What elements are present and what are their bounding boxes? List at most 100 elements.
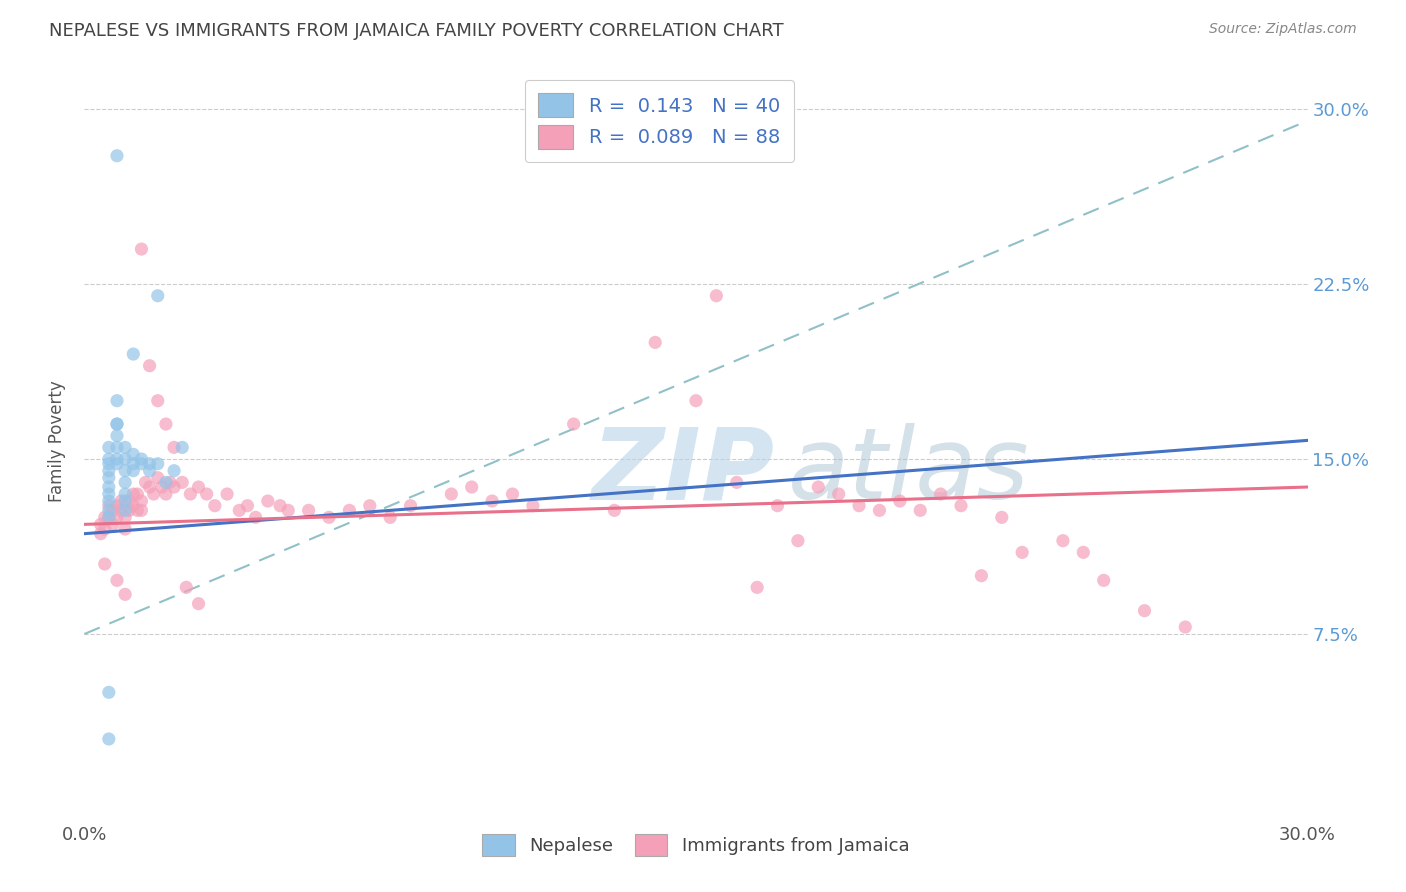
Point [1092,574,1115,588]
Point [217,487,239,501]
Point [807,480,830,494]
Point [172,441,194,455]
Point [122,347,145,361]
Point [522,499,544,513]
Point [277,503,299,517]
Legend: Nepalese, Immigrants from Jamaica: Nepalese, Immigrants from Jamaica [470,822,922,869]
Point [163,441,186,455]
Point [155,417,177,431]
Point [131,494,153,508]
Point [131,503,153,517]
Point [122,499,145,513]
Point [97,685,120,699]
Point [269,499,291,513]
Point [146,471,169,485]
Point [725,475,748,490]
Point [155,487,177,501]
Point [97,731,120,746]
Point [131,242,153,256]
Point [97,480,120,494]
Point [910,503,932,517]
Point [127,503,149,517]
Point [339,503,361,517]
Point [150,480,173,494]
Point [399,499,422,513]
Point [105,149,128,163]
Point [90,526,112,541]
Point [562,417,585,431]
Point [97,510,120,524]
Y-axis label: Family Poverty: Family Poverty [48,381,66,502]
Point [135,475,157,490]
Point [93,510,115,524]
Point [131,452,153,467]
Point [1073,545,1095,559]
Point [747,580,769,594]
Point [970,568,993,582]
Point [991,510,1014,524]
Point [114,441,136,455]
Point [142,487,165,501]
Point [114,487,136,501]
Point [298,503,321,517]
Point [97,441,120,455]
Point [114,494,136,508]
Point [204,499,226,513]
Text: ZIP: ZIP [592,424,775,520]
Point [97,452,120,467]
Point [138,359,160,373]
Point [644,335,666,350]
Point [929,487,952,501]
Point [461,480,484,494]
Point [118,503,141,517]
Point [828,487,851,501]
Point [245,510,267,524]
Point [114,587,136,601]
Point [97,494,120,508]
Point [359,499,381,513]
Point [122,487,145,501]
Point [146,393,169,408]
Point [101,503,124,517]
Point [105,441,128,455]
Point [174,580,197,594]
Point [105,452,128,467]
Point [110,503,132,517]
Point [195,487,218,501]
Point [110,494,132,508]
Point [114,503,136,517]
Point [105,417,128,431]
Point [146,289,169,303]
Point [105,510,128,524]
Point [163,464,186,478]
Point [257,494,280,508]
Point [187,480,209,494]
Text: atlas: atlas [787,424,1029,520]
Point [93,557,115,571]
Point [172,475,194,490]
Point [706,289,728,303]
Point [114,522,136,536]
Point [114,510,136,524]
Point [187,597,209,611]
Point [146,457,169,471]
Point [869,503,891,517]
Point [105,499,128,513]
Point [118,494,141,508]
Point [1133,604,1156,618]
Point [138,480,160,494]
Point [97,510,120,524]
Point [440,487,463,501]
Point [138,464,160,478]
Point [138,457,160,471]
Point [1174,620,1197,634]
Point [889,494,911,508]
Point [318,510,340,524]
Point [122,457,145,471]
Point [159,475,181,490]
Point [122,464,145,478]
Point [122,447,145,461]
Point [114,464,136,478]
Text: Source: ZipAtlas.com: Source: ZipAtlas.com [1209,22,1357,37]
Point [97,503,120,517]
